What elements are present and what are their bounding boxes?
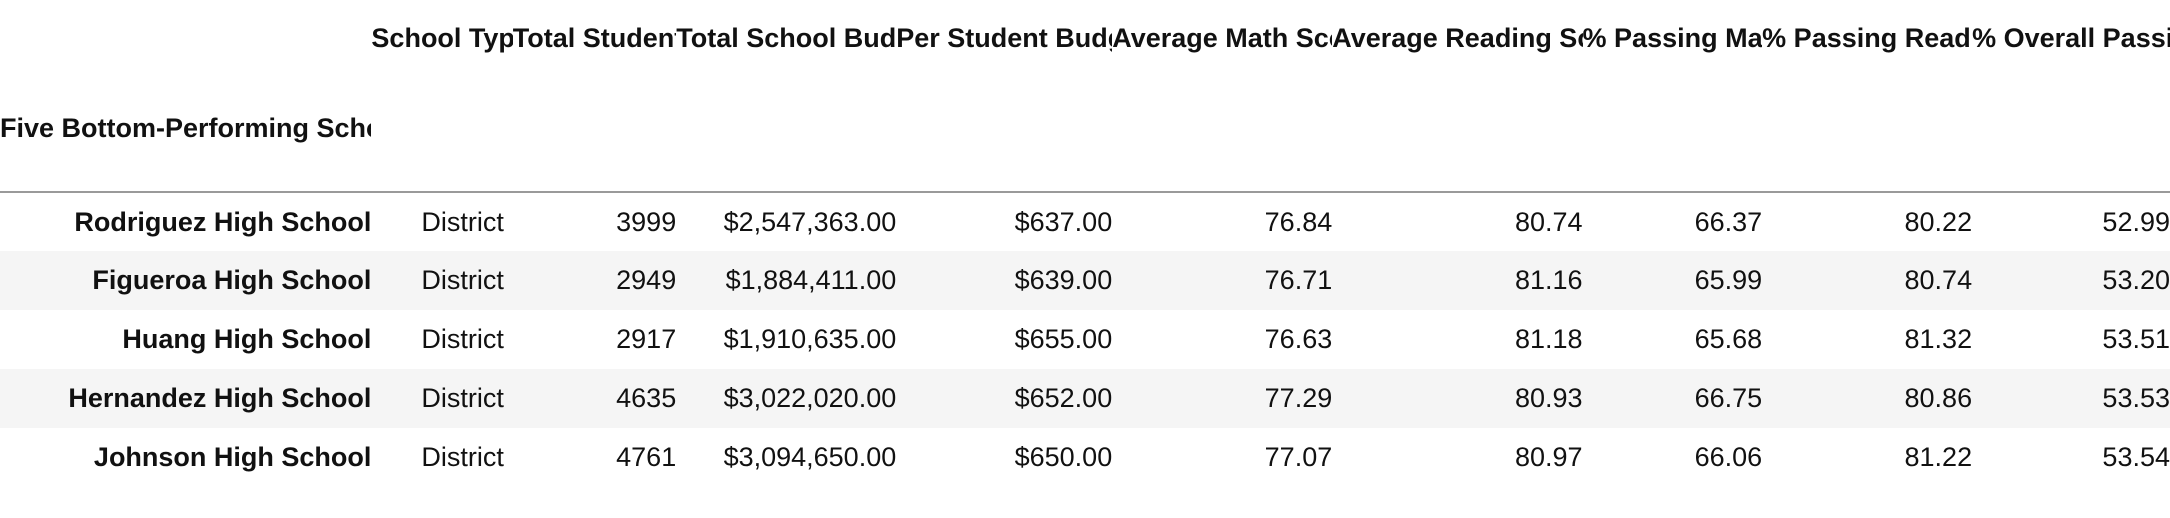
column-header-overall-passing: % Overall Passing (1972, 23, 2170, 53)
row-label: Hernandez High School (68, 383, 372, 413)
cell-average-reading-score: 80.93 (1514, 383, 1583, 413)
cell-passing-reading: 81.32 (1904, 324, 1973, 354)
cell-passing-math: 66.37 (1694, 206, 1763, 237)
cell-passing-reading: 80.86 (1904, 383, 1973, 413)
table-row: Hernandez High School District 4635 $3,0… (0, 369, 2170, 428)
row-label: Johnson High School (93, 442, 372, 472)
table-body: Rodriguez High School District 3999 $2,5… (0, 192, 2170, 487)
cell-total-school-budget: $3,022,020.00 (723, 383, 897, 413)
cell-per-student-budget: $637.00 (1014, 206, 1113, 237)
cell-per-student-budget: $639.00 (1014, 265, 1113, 295)
cell-total-students: 4761 (616, 442, 677, 472)
cell-total-students: 2917 (616, 324, 677, 354)
cell-total-school-budget: $1,884,411.00 (725, 265, 897, 295)
cell-average-reading-score: 80.74 (1514, 206, 1583, 237)
row-label: Rodriguez High School (74, 206, 372, 237)
cell-passing-math: 66.75 (1694, 383, 1763, 413)
cell-average-reading-score: 81.18 (1514, 324, 1583, 354)
bottom-schools-table: School Type Total Students Total School … (0, 0, 2170, 487)
cell-total-school-budget: $1,910,635.00 (723, 324, 897, 354)
row-label: Huang High School (122, 324, 372, 354)
cell-average-math-score: 76.71 (1264, 265, 1333, 295)
cell-total-school-budget: $2,547,363.00 (723, 206, 897, 237)
column-header-passing-math: % Passing Math (1582, 23, 1763, 53)
cell-overall-passing: 53.20 (2102, 265, 2170, 295)
column-header-row: School Type Total Students Total School … (0, 0, 2170, 100)
cell-school-type: District (421, 324, 504, 354)
table-row: Huang High School District 2917 $1,910,6… (0, 310, 2170, 369)
cell-overall-passing: 52.99 (2102, 206, 2170, 237)
index-name-header: Five Bottom-Performing Schools in Distri… (0, 100, 372, 193)
cell-average-math-score: 77.29 (1264, 383, 1333, 413)
cell-average-math-score: 76.84 (1264, 206, 1333, 237)
table-header: School Type Total Students Total School … (0, 0, 2170, 193)
cell-passing-math: 65.68 (1694, 324, 1763, 354)
cell-average-reading-score: 81.16 (1514, 265, 1583, 295)
column-header-average-math-score: Average Math Score (1112, 23, 1332, 53)
cell-school-type: District (421, 442, 504, 472)
column-header-per-student-budget: Per Student Budget (896, 23, 1112, 53)
cell-per-student-budget: $652.00 (1014, 383, 1113, 413)
cell-average-math-score: 77.07 (1264, 442, 1333, 472)
column-header-total-school-budget: Total School Budget (676, 23, 897, 53)
cell-passing-reading: 81.22 (1904, 442, 1973, 472)
column-header-passing-reading: % Passing Reading (1762, 23, 1972, 53)
cell-total-students: 4635 (616, 383, 677, 413)
table-row: Johnson High School District 4761 $3,094… (0, 428, 2170, 487)
cell-overall-passing: 53.53 (2102, 383, 2170, 413)
cell-per-student-budget: $650.00 (1014, 442, 1113, 472)
blank-corner-header (0, 0, 371, 100)
cell-passing-reading: 80.22 (1904, 206, 1973, 237)
cell-school-type: District (421, 265, 504, 295)
table-row: Figueroa High School District 2949 $1,88… (0, 251, 2170, 310)
cell-passing-reading: 80.74 (1904, 265, 1973, 295)
cell-overall-passing: 53.51 (2102, 324, 2170, 354)
cell-total-school-budget: $3,094,650.00 (723, 442, 897, 472)
cell-per-student-budget: $655.00 (1014, 324, 1113, 354)
cell-total-students: 2949 (616, 265, 677, 295)
cell-passing-math: 65.99 (1694, 265, 1763, 295)
cell-average-reading-score: 80.97 (1514, 442, 1583, 472)
column-header-average-reading-score: Average Reading Score (1332, 23, 1582, 53)
cell-school-type: District (421, 383, 504, 413)
row-label: Figueroa High School (92, 265, 372, 295)
column-header-total-students: Total Students (512, 23, 677, 53)
index-header-row: Five Bottom-Performing Schools in Distri… (0, 100, 2170, 193)
cell-school-type: District (421, 206, 504, 237)
table-row: Rodriguez High School District 3999 $2,5… (0, 192, 2170, 251)
column-header-school-type: School Type (371, 23, 513, 53)
cell-passing-math: 66.06 (1694, 442, 1763, 472)
cell-total-students: 3999 (616, 206, 677, 237)
cell-average-math-score: 76.63 (1264, 324, 1333, 354)
cell-overall-passing: 53.54 (2102, 442, 2170, 472)
